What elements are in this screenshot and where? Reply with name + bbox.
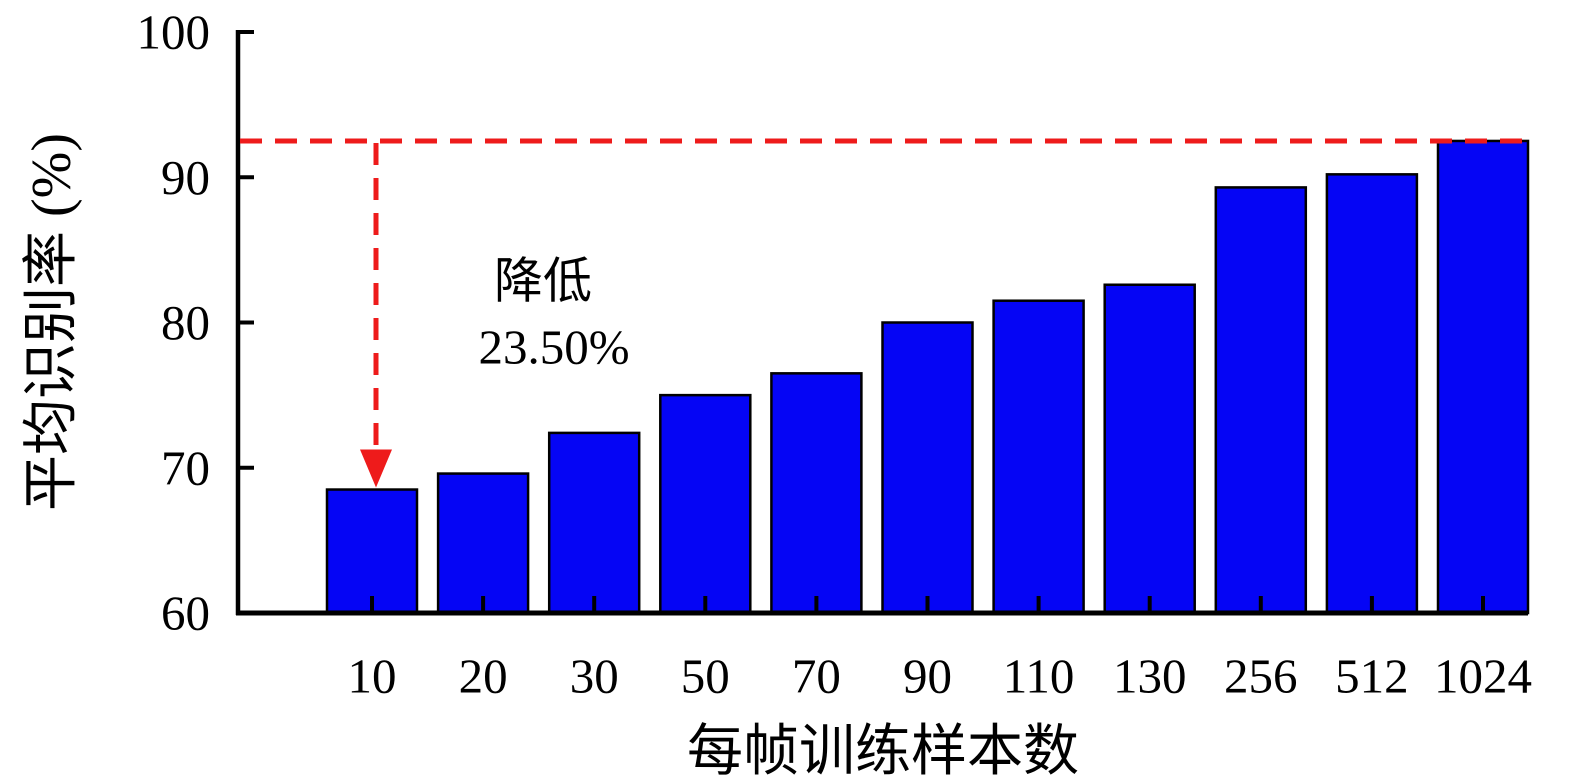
y-tick-label-90: 90 (161, 150, 210, 205)
annotation-line1: 降低 (494, 254, 592, 309)
y-tick-label-70: 70 (161, 440, 210, 495)
y-tick-label-80: 80 (161, 295, 210, 350)
x-tick-label-110: 110 (1003, 649, 1075, 704)
x-tick-label-1024: 1024 (1434, 649, 1532, 704)
x-tick-label-10: 10 (348, 649, 397, 704)
annotation-arrowhead-icon (360, 449, 392, 488)
x-axis-title: 每帧训练样本数 (687, 721, 1079, 782)
bar-70 (770, 372, 863, 615)
annotation-layer (240, 138, 1528, 488)
x-tick-label-20: 20 (459, 649, 508, 704)
y-tick-label-60: 60 (161, 586, 210, 641)
y-tick-label-100: 100 (137, 5, 211, 60)
x-tick-label-50: 50 (681, 649, 730, 704)
tick-labels-layer: 60 70 80 90 100 10 20 30 50 70 90 110 130 256 512 1024 (137, 5, 1533, 704)
x-tick-label-130: 130 (1113, 649, 1187, 704)
y-axis-title: 平均识别率 (%) (21, 133, 83, 511)
bar-130 (1103, 283, 1196, 615)
bars-layer (325, 139, 1530, 615)
bar-110 (992, 299, 1085, 615)
x-tick-label-90: 90 (903, 649, 952, 704)
bar-256 (1214, 186, 1308, 615)
bar-512 (1325, 173, 1419, 615)
bar-1024 (1436, 139, 1530, 615)
axes-layer (235, 30, 1528, 616)
bar-50 (659, 393, 752, 615)
bar-10 (325, 488, 419, 615)
bar-20 (436, 472, 530, 615)
x-tick-label-30: 30 (570, 649, 619, 704)
bar-30 (547, 431, 641, 615)
x-tick-label-70: 70 (792, 649, 841, 704)
x-tick-label-512: 512 (1335, 649, 1409, 704)
annotation-line2: 23.50% (478, 320, 629, 375)
x-tick-label-256: 256 (1224, 649, 1298, 704)
bar-90 (881, 321, 974, 615)
